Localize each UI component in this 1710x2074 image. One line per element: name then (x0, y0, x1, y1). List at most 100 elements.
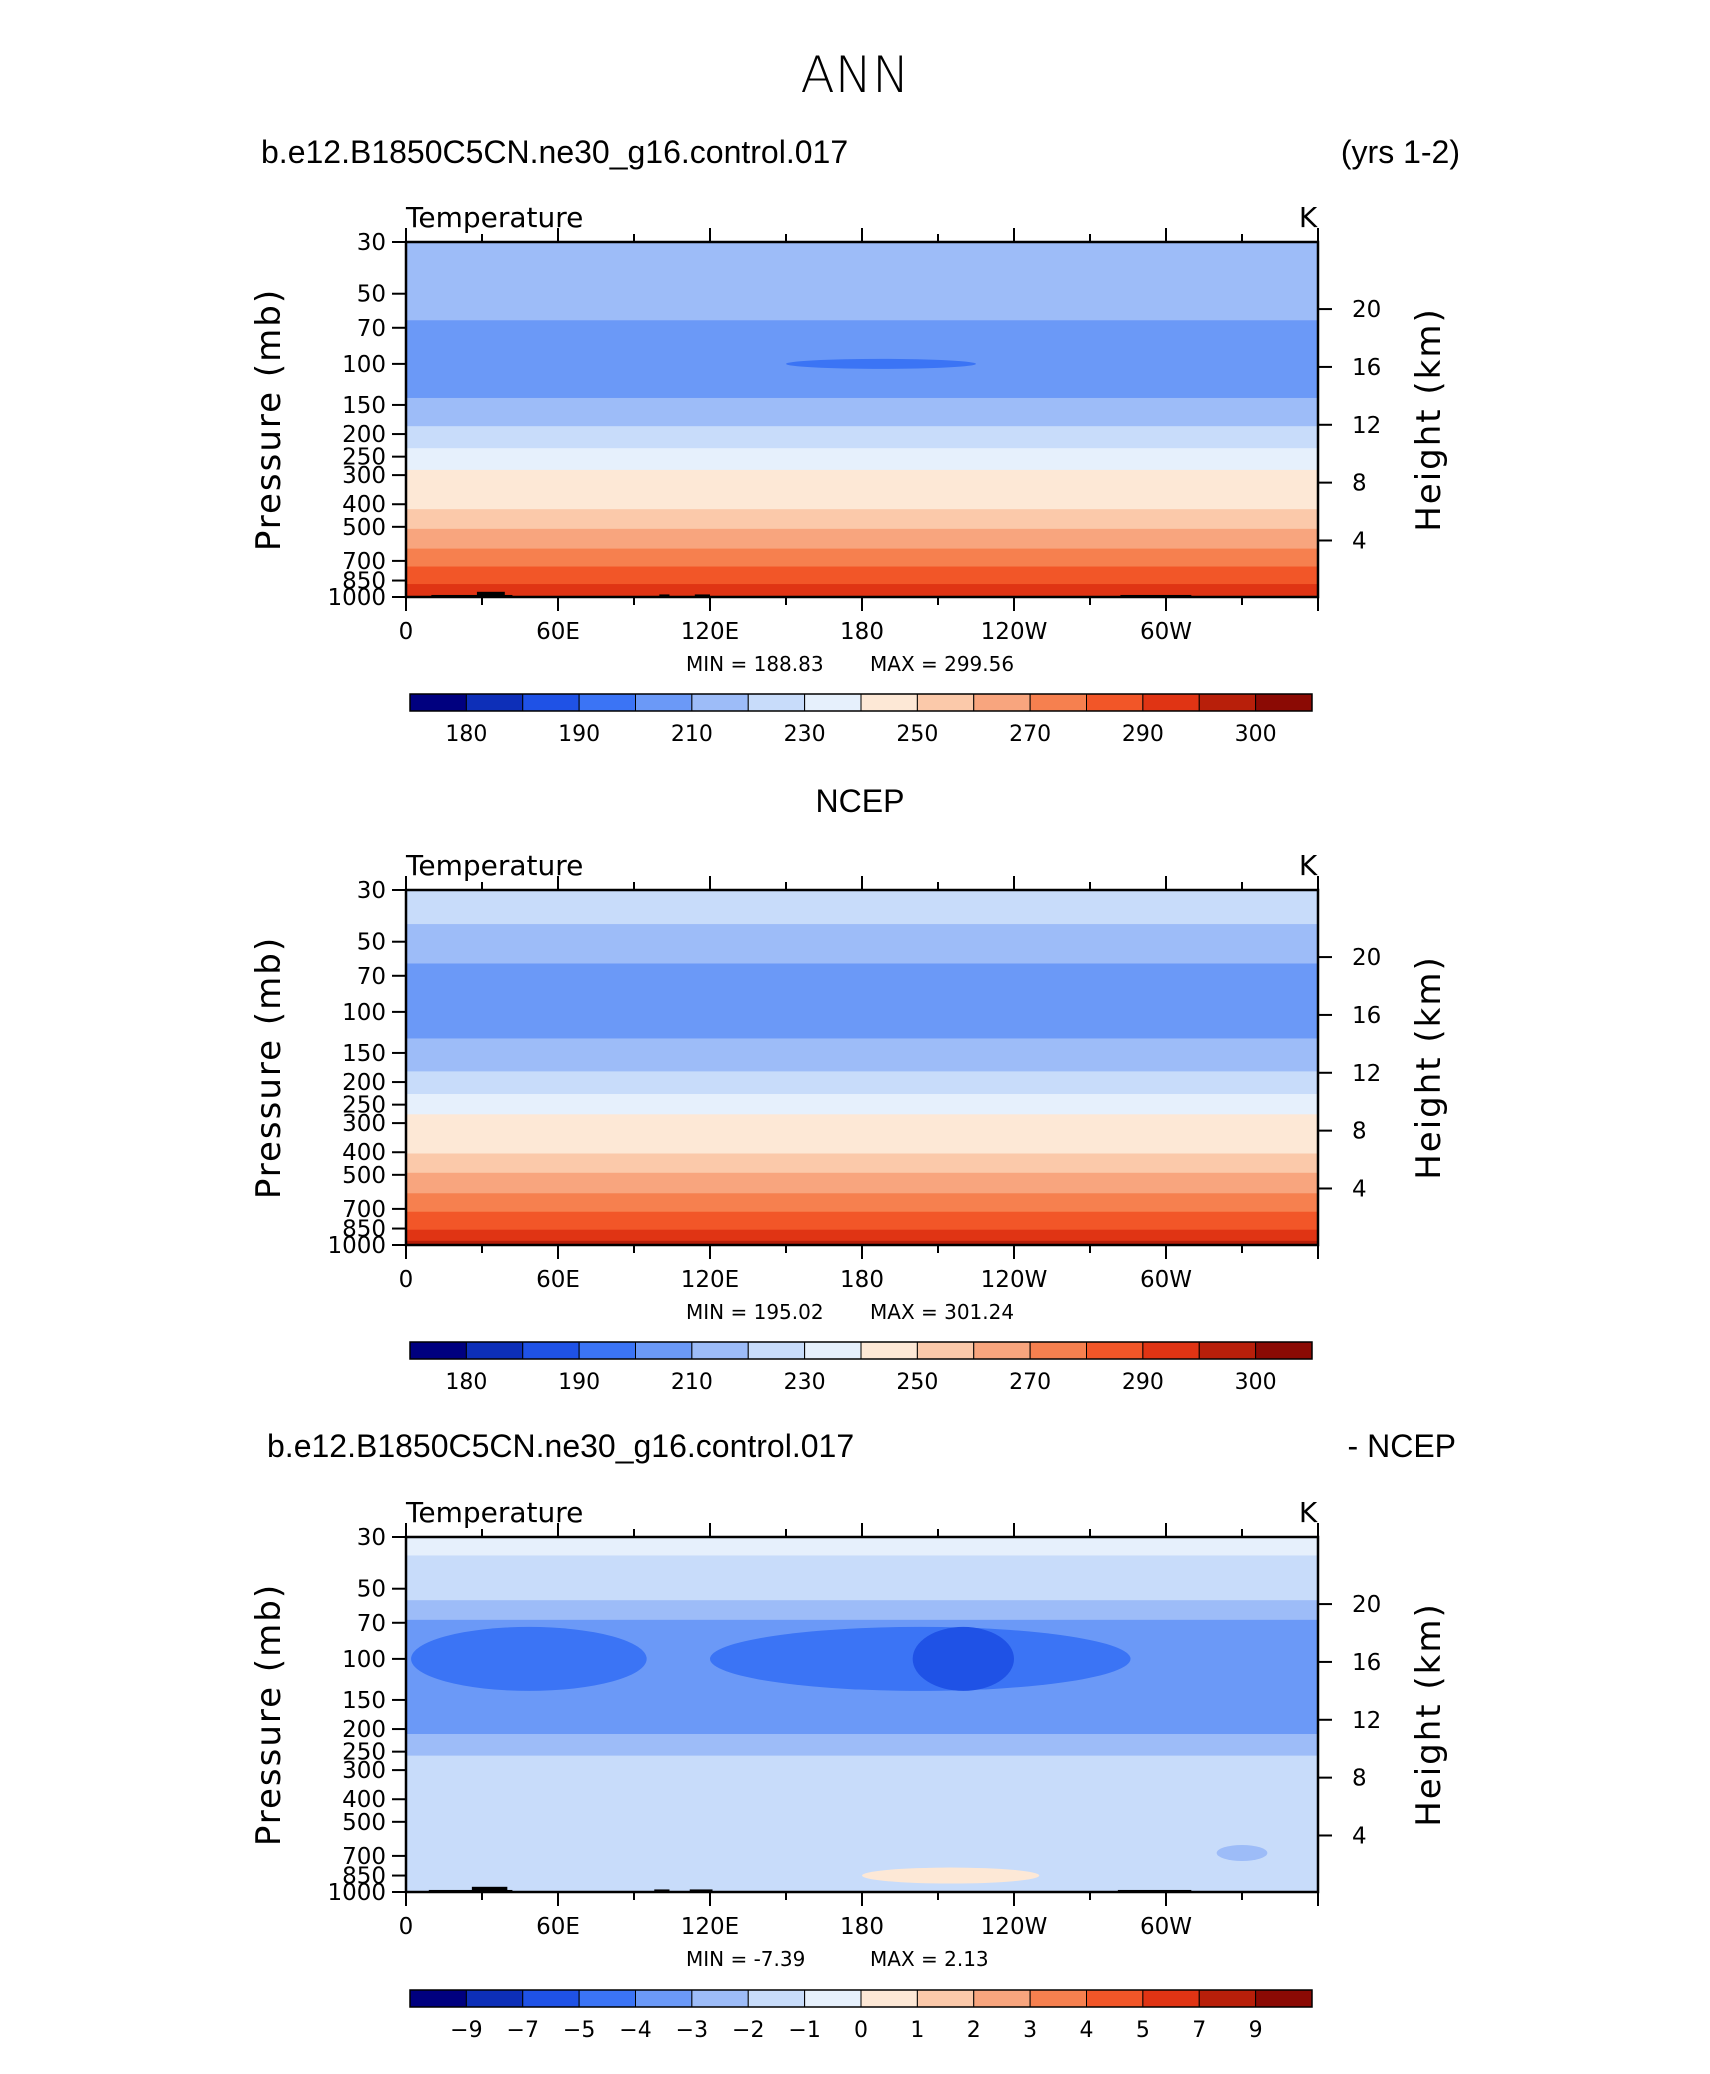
colorbar-frame (409, 1341, 1313, 1360)
pressure-tick-5: 200 (342, 1717, 386, 1743)
colorbar-swatch-3 (578, 693, 636, 712)
pressure-tick-7: 300 (342, 1758, 386, 1784)
colorbar-label-13: 7 (1192, 2018, 1206, 2043)
colorbar-swatch-2 (522, 693, 580, 712)
case-left-label: b.e12.B1850C5CN.ne30_g16.control.017 (261, 134, 848, 170)
panel-model: b.e12.B1850C5CN.ne30_g16.control.017 (yr… (249, 134, 1460, 747)
colorbar-swatch-15 (1255, 1341, 1313, 1360)
panel-difference: b.e12.B1850C5CN.ne30_g16.control.017 - N… (249, 1428, 1456, 2043)
colorbar-label-9: 2 (967, 2018, 981, 2043)
colorbar-label-4: 250 (896, 722, 938, 747)
pressure-tick-7: 300 (342, 1111, 386, 1137)
colorbar-swatch-6 (747, 693, 806, 712)
colorbar-swatch-6 (747, 1341, 806, 1360)
min-value: MIN = 188.83 (686, 652, 824, 676)
pressure-tick-12: 1000 (327, 585, 386, 611)
contour-anomaly-3 (862, 1867, 1040, 1884)
y-axis-label: Pressure (mb) (249, 1583, 289, 1846)
pressure-tick-9: 500 (342, 515, 386, 541)
contour-band-2 (406, 963, 1318, 1040)
colorbar-label-3: 230 (784, 1370, 826, 1395)
colorbar-label-1: −7 (507, 2018, 539, 2043)
variable-label: Temperature (405, 1496, 583, 1529)
height-tick-4: 4 (1352, 1176, 1367, 1202)
x-tick-label-3: 180 (840, 1914, 884, 1940)
topography-3 (694, 594, 710, 597)
units-label: K (1299, 849, 1318, 882)
contour-band-13 (406, 1240, 1318, 1245)
contour-band-5 (406, 448, 1318, 471)
contour-band-12 (406, 584, 1318, 597)
min-value: MIN = -7.39 (686, 1947, 805, 1971)
contour-field (406, 890, 1318, 1245)
height-tick-0: 20 (1352, 297, 1381, 323)
pressure-tick-6: 250 (342, 445, 386, 471)
contour-band-1 (406, 1555, 1318, 1601)
colorbar-swatch-4 (635, 1341, 693, 1360)
case-left-label: b.e12.B1850C5CN.ne30_g16.control.017 (267, 1428, 854, 1464)
colorbar-swatch-13 (1142, 693, 1200, 712)
pressure-tick-3: 100 (342, 1000, 386, 1026)
panel-ncep: NCEP Temperature K30507010015020025030040… (249, 783, 1449, 1395)
colorbar-label-0: 180 (445, 722, 487, 747)
pressure-tick-11: 850 (342, 1864, 386, 1890)
colorbar-label-1: 190 (558, 1370, 600, 1395)
pressure-tick-0: 30 (357, 230, 386, 256)
pressure-tick-12: 1000 (327, 1233, 386, 1259)
x-tick-label-3: 180 (840, 619, 884, 645)
pressure-tick-1: 50 (357, 282, 386, 308)
contour-band-1 (406, 271, 1318, 321)
contour-band-6 (406, 469, 1318, 490)
height-tick-3: 8 (1352, 471, 1367, 497)
pressure-tick-7: 300 (342, 463, 386, 489)
variable-label: Temperature (405, 849, 583, 882)
colorbar-label-6: 290 (1122, 1370, 1164, 1395)
pressure-tick-4: 150 (342, 393, 386, 419)
min-value: MIN = 195.02 (686, 1300, 824, 1324)
x-tick-label-4: 120W (981, 1914, 1048, 1940)
pressure-tick-0: 30 (357, 1525, 386, 1551)
colorbar-label-14: 9 (1249, 2018, 1263, 2043)
colorbar-swatch-8 (860, 693, 918, 712)
x-tick-label-1: 60E (536, 1914, 580, 1940)
x-tick-label-0: 0 (399, 1267, 414, 1293)
contour-band-5 (406, 1093, 1318, 1115)
colorbar-label-10: 3 (1023, 2018, 1037, 2043)
colorbar-label-12: 5 (1136, 2018, 1150, 2043)
x-tick-label-0: 0 (399, 1914, 414, 1940)
pressure-tick-3: 100 (342, 352, 386, 378)
colorbar-swatch-5 (691, 1341, 749, 1360)
colorbar-swatch-13 (1142, 1989, 1200, 2008)
colorbar-label-2: −5 (563, 2018, 595, 2043)
colorbar-label-6: −1 (788, 2018, 820, 2043)
height-tick-4: 4 (1352, 528, 1367, 554)
colorbar-swatch-12 (1086, 1989, 1144, 2008)
height-tick-3: 8 (1352, 1119, 1367, 1145)
colorbar-label-2: 210 (671, 722, 713, 747)
units-label: K (1299, 201, 1318, 234)
colorbar-label-5: 270 (1009, 722, 1051, 747)
colorbar-swatch-7 (804, 1989, 862, 2008)
colorbar-label-8: 1 (910, 2018, 924, 2043)
colorbar-label-3: 230 (784, 722, 826, 747)
contour-band-8 (406, 509, 1318, 530)
contour-band-7 (406, 489, 1318, 510)
x-tick-label-4: 120W (981, 1267, 1048, 1293)
colorbar-swatch-14 (1198, 1989, 1257, 2008)
colorbar-swatch-11 (1029, 1989, 1087, 2008)
contour-band-9 (406, 1172, 1318, 1194)
pressure-tick-0: 30 (357, 878, 386, 904)
contour-band-8 (406, 1153, 1318, 1174)
colorbar-label-5: 270 (1009, 1370, 1051, 1395)
pressure-tick-1: 50 (357, 930, 386, 956)
colorbar-swatch-3 (578, 1341, 636, 1360)
case-right-label: (yrs 1-2) (1341, 134, 1460, 170)
contour-band-6 (406, 1114, 1318, 1135)
variable-label: Temperature (405, 201, 583, 234)
figure-title: ANN (800, 46, 909, 104)
colorbar-swatch-10 (973, 1341, 1031, 1360)
pressure-tick-3: 100 (342, 1647, 386, 1673)
colorbar-swatch-5 (691, 1989, 749, 2008)
height-tick-1: 16 (1352, 1650, 1381, 1676)
